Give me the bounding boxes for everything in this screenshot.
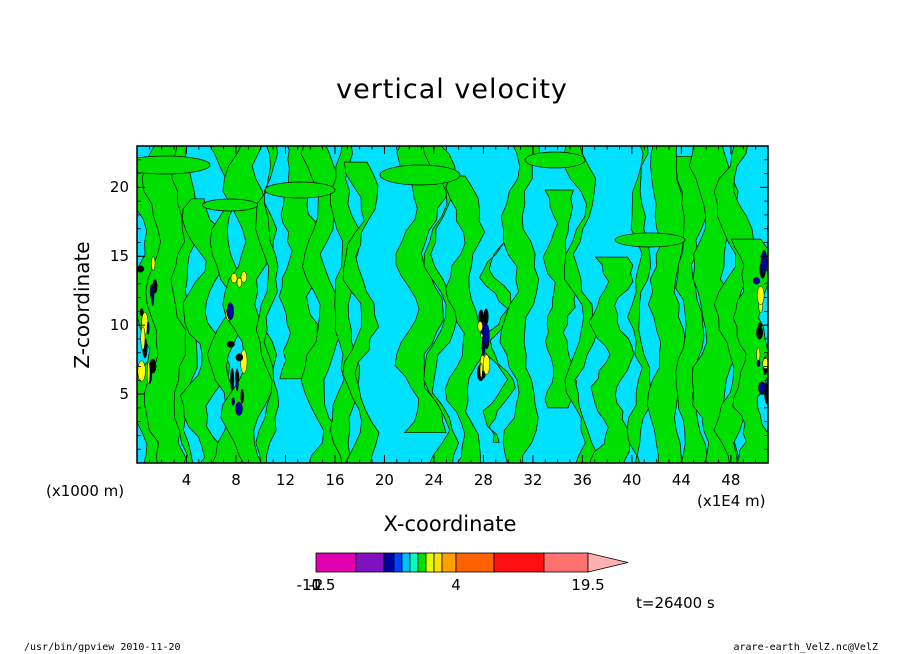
plot-frame <box>136 145 769 464</box>
field-band <box>300 146 345 463</box>
field-extreme <box>756 359 761 367</box>
field-extreme <box>760 250 768 275</box>
colorbar-label: -2 <box>308 576 324 594</box>
x-tick-label: 48 <box>721 471 741 489</box>
colorbar-bin <box>401 552 411 573</box>
field-extreme <box>235 401 243 416</box>
field-extreme <box>235 353 244 362</box>
field-patch <box>202 198 258 212</box>
chart-title: vertical velocity <box>336 74 568 105</box>
x-tick-label: 24 <box>424 471 444 489</box>
field-band <box>563 146 599 463</box>
x-tick-label: 28 <box>473 471 493 489</box>
y-tick-label: 5 <box>119 385 129 404</box>
field-patch <box>137 155 211 175</box>
x-tick-label: 16 <box>325 471 345 489</box>
field-band <box>588 256 635 463</box>
field-extreme <box>483 308 489 325</box>
colorbar-label: -10.5 <box>296 576 336 594</box>
x-tick-label: 12 <box>275 471 296 489</box>
field-extreme <box>756 325 764 340</box>
field-band <box>422 146 460 463</box>
colorbar-bin <box>455 552 495 573</box>
field-extreme <box>236 277 243 288</box>
field-band <box>394 146 448 434</box>
y-tick-label: 20 <box>109 178 129 197</box>
field-patch <box>379 164 461 186</box>
colorbar-bin <box>417 552 427 573</box>
field-extreme <box>151 256 156 271</box>
field-extreme <box>139 308 144 316</box>
field-extreme <box>146 361 151 384</box>
field-extreme <box>226 302 234 321</box>
colorbar-bin <box>425 552 435 573</box>
axis-ticks <box>137 146 768 463</box>
field-extreme <box>146 321 150 335</box>
field-extreme <box>756 285 765 306</box>
field-patch <box>524 151 586 169</box>
field-extreme <box>226 341 235 348</box>
x-tick-label: 4 <box>181 471 192 489</box>
colorbar-bin <box>493 552 545 573</box>
x-unit-left: (x1000 m) <box>46 482 125 500</box>
field-band <box>444 175 485 463</box>
colorbar-bin <box>355 552 385 573</box>
field-extreme <box>756 347 761 362</box>
y-tick-label: 15 <box>109 247 129 266</box>
field-band <box>499 146 540 463</box>
colorbar <box>315 552 629 573</box>
x-tick-label: 8 <box>231 471 241 489</box>
colorbar-bin <box>383 552 395 573</box>
field-patch <box>614 232 686 248</box>
field-extreme <box>234 370 240 384</box>
field-extreme <box>230 273 238 284</box>
field-band <box>479 238 517 443</box>
colorbar-label: 1 <box>311 576 321 594</box>
field-extreme <box>137 360 146 382</box>
field-extreme <box>231 397 235 406</box>
x-tick-label: 32 <box>523 471 543 489</box>
x-axis-label: X-coordinate <box>383 512 517 536</box>
colorbar-bin <box>441 552 457 573</box>
colorbar-bin <box>543 552 589 573</box>
field-extreme <box>752 277 761 285</box>
time-label: t=26400 s <box>636 594 715 612</box>
y-axis-label: Z-coordinate <box>70 241 94 369</box>
field-extreme <box>149 358 157 374</box>
x-tick-label: 40 <box>622 471 642 489</box>
colorbar-bin <box>409 552 419 573</box>
colorbar-bin <box>315 552 357 573</box>
field-extreme <box>240 389 244 404</box>
colorbar-bin <box>393 552 403 573</box>
field-band <box>206 146 250 463</box>
x-tick-label: 36 <box>572 471 592 489</box>
field-extreme <box>140 326 146 350</box>
field-extreme <box>762 358 768 369</box>
x-tick-label: 20 <box>374 471 394 489</box>
field-extreme <box>137 265 145 273</box>
footer-left: /usr/bin/gpview 2010-11-20 <box>24 642 181 653</box>
field-extreme <box>482 323 490 346</box>
field-extreme <box>149 284 153 299</box>
x-tick-label: 44 <box>671 471 691 489</box>
colorbar-label: 19.5 <box>571 576 605 594</box>
colorbar-arrow <box>587 552 629 573</box>
footer-right: arare-earth_VelZ.nc@VelZ <box>733 642 879 653</box>
field-extreme <box>240 349 248 374</box>
field-band <box>255 146 280 463</box>
field-extreme <box>477 321 483 332</box>
x-unit-right: (x1E4 m) <box>697 492 766 510</box>
field-extreme <box>482 354 491 375</box>
velocity-field <box>137 146 768 463</box>
field-patch <box>264 181 336 199</box>
field-extreme <box>230 368 235 391</box>
colorbar-label: 4 <box>451 576 461 594</box>
y-tick-label: 10 <box>109 316 129 335</box>
colorbar-bin <box>433 552 443 573</box>
field-band <box>342 161 380 463</box>
field-extreme <box>240 271 247 283</box>
field-extreme <box>479 362 483 378</box>
